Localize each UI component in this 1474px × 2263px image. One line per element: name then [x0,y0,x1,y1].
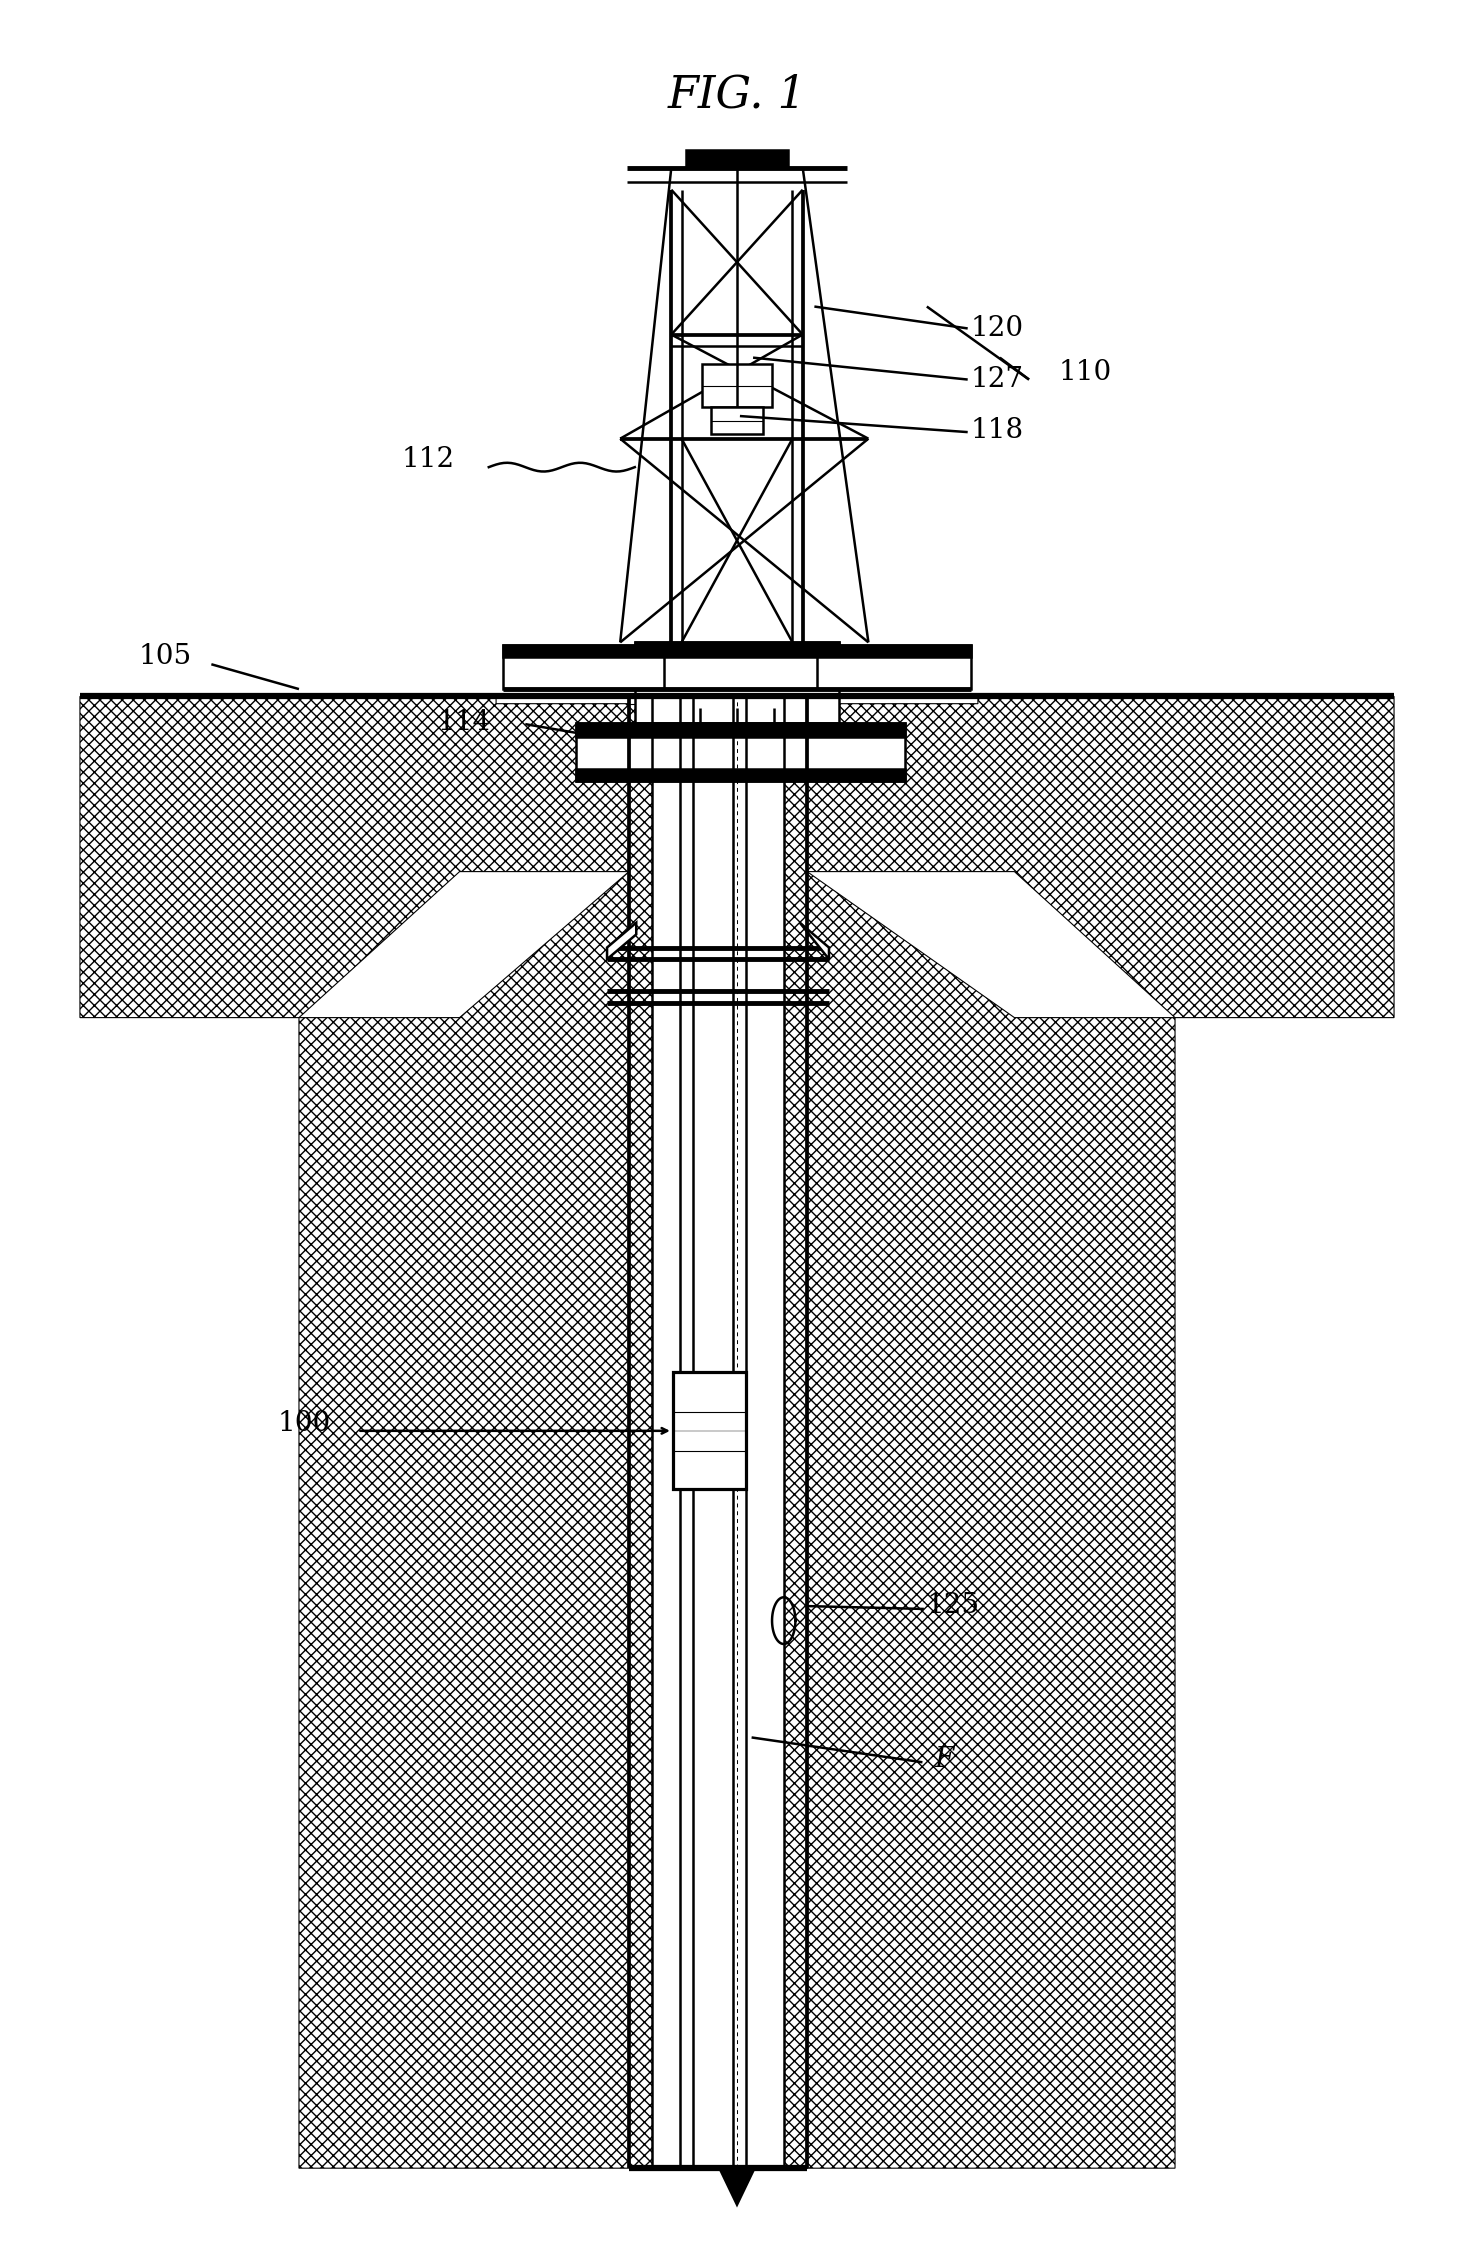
Bar [702,364,772,407]
Bar [576,722,905,781]
Polygon shape [808,697,1394,1018]
Bar [685,149,789,167]
Text: FIG. 1: FIG. 1 [668,72,806,115]
Polygon shape [784,704,808,2168]
Bar [653,697,784,2168]
Bar [504,645,970,690]
Text: 105: 105 [139,643,192,670]
Bar [576,769,905,781]
Text: 100: 100 [277,1410,330,1437]
Polygon shape [80,697,629,1018]
Polygon shape [719,2168,755,2204]
Text: 118: 118 [970,416,1024,444]
Polygon shape [808,871,1175,2168]
Bar [710,407,764,434]
Bar [635,643,839,661]
Bar [672,1371,746,1489]
Bar [504,645,970,656]
Text: 127: 127 [970,367,1024,394]
Bar [635,643,839,722]
Text: 114: 114 [438,708,491,735]
Text: 112: 112 [401,446,454,473]
Polygon shape [607,923,637,960]
Text: 110: 110 [1058,358,1111,385]
Text: 125: 125 [927,1593,980,1620]
Bar [576,722,905,738]
Text: 120: 120 [970,315,1024,342]
Polygon shape [299,871,629,2168]
Text: F: F [935,1745,954,1772]
Polygon shape [800,923,828,960]
Polygon shape [629,704,653,2168]
